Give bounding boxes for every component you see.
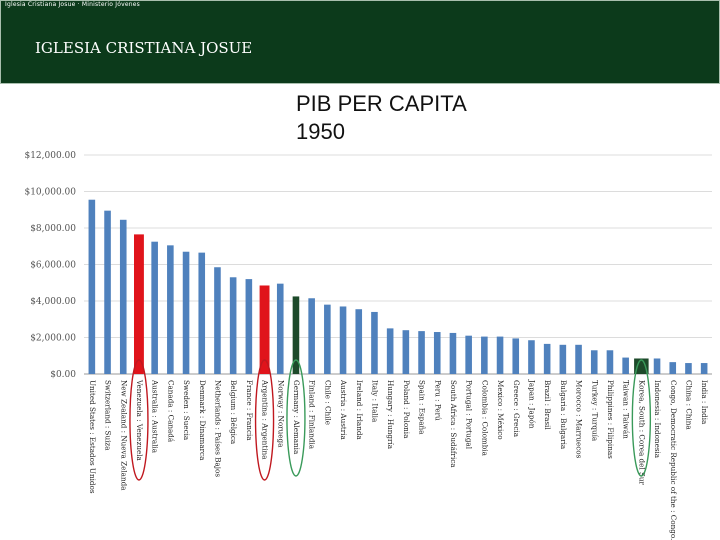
bar [465,335,472,374]
bar [182,251,190,374]
y-tick-label: $0.00 [50,370,76,380]
x-tick-label: Taiwan : Taiwán [622,380,631,439]
x-tick-label: Argentina : Argentina [261,379,270,460]
y-tick-label: $2,000.00 [30,334,76,344]
x-tick-label: Ireland : Irlanda [355,380,364,440]
bar [418,331,425,374]
y-tick-label: $12,000.00 [24,151,76,161]
x-tick-label: Austria : Austria [339,379,348,441]
bar [481,336,488,374]
bar [386,328,394,374]
bar [590,350,598,374]
bar [308,298,315,374]
x-tick-label: Sweden : Suecia [182,380,191,441]
x-tick-label: Philippines : Filipinas [606,380,615,459]
slide-title-line2: 1950 [296,119,345,144]
x-tick-label: Chile : Chile [323,380,332,425]
annotation-circle-green [286,359,306,477]
bar [433,332,441,374]
bar [88,199,96,374]
x-tick-label: Hungary : Hungría [386,380,395,450]
bar [402,330,410,374]
bar [167,245,174,374]
bar [229,277,237,374]
x-tick-label: Finland : Finlandia [308,380,317,450]
x-tick-label: Colombia : Colombia [480,380,489,457]
header-caption: Iglesia Cristiana Josue · Ministerio Jóv… [5,1,140,8]
x-tick-label: Korea, South : Corea del Sur [637,380,646,486]
bar [276,283,284,374]
x-tick-label: Netherlands : Países Bajos [213,380,222,477]
bar [119,219,127,374]
x-tick-label: Indonesia : Indonesia [653,380,662,459]
bar [339,306,347,374]
bar [355,309,363,374]
x-tick-label: India : India [700,380,709,425]
bar [669,362,677,374]
y-tick-label: $4,000.00 [30,297,76,307]
x-tick-label: Belgium : Bélgica [229,380,238,445]
bar [575,344,582,374]
bar [245,279,253,374]
bar [151,241,158,374]
x-tick-label: Turkey : Turquía [590,380,599,442]
x-tick-label: Canada : Canadá [166,380,175,443]
x-tick-label: Australia : Australia [151,379,160,454]
bar [371,311,378,374]
y-tick-label: $10,000.00 [24,188,76,198]
slide-title-line1: PIB PER CAPITA [296,91,467,116]
bar [700,363,708,374]
annotation-circle-red [129,359,149,481]
bar [198,252,206,374]
x-tick-label: South Africa : Sudáfrica [449,380,458,468]
x-tick-label: Italy : Italia [370,380,379,423]
bar [685,363,692,374]
bar [653,358,661,374]
bar [528,340,535,374]
bar-highlight-dark [292,296,300,374]
bar [622,357,629,374]
x-tick-label: Japan : Japón [527,379,536,429]
x-tick-label: United States : Estados Unidos [88,380,97,494]
bar [324,304,331,374]
x-tick-label: Greece : Grecia [512,380,521,438]
x-tick-label: Germany : Alemania [292,380,301,455]
x-tick-label: Mexico : México [496,380,505,440]
x-tick-label: Bulgaria : Bulgaria [559,380,568,450]
x-tick-label: New Zealand : Nueva Zelanda [119,380,128,491]
bar [559,344,567,374]
bar [512,338,520,374]
bar [606,350,614,374]
brand-title: IGLESIA CRISTIANA JOSUE [35,39,253,57]
x-tick-label: Spain : España [418,380,427,435]
x-tick-label: Denmark : Dinamarca [198,380,207,461]
bar [449,332,457,374]
x-tick-label: Brazil : Brasil [543,380,552,430]
x-tick-label: Norway : Noruega [276,380,285,448]
bar [496,336,504,374]
x-tick-label: Switzerland : Suiza [104,380,113,451]
slide-title: PIB PER CAPITA 1950 [296,90,467,146]
x-tick-label: Venezuela : Venezuela [135,379,144,462]
x-tick-label: China : China [684,380,693,430]
bar-highlight-dark [634,358,649,374]
y-tick-label: $8,000.00 [30,224,76,234]
annotation-circle-red [254,359,275,481]
annotation-circle-green [631,359,652,477]
x-tick-label: Congo, Democratic Republic of the : Cong… [669,380,678,540]
x-tick-label: France : Francia [245,380,254,441]
x-tick-label: Morocco : Marruecos [575,380,584,459]
x-tick-label: Portugal : Portugal [465,380,474,450]
x-tick-label: Peru : Perú [433,380,442,421]
x-tick-label: Poland : Polonia [402,380,411,439]
bar [214,267,221,374]
bar [543,343,551,374]
bar-highlight-red [259,285,270,374]
y-tick-label: $6,000.00 [30,261,76,271]
bar-highlight-red [134,234,144,374]
bar [104,210,111,374]
header-bar: Iglesia Cristiana Josue · Ministerio Jóv… [0,0,720,84]
